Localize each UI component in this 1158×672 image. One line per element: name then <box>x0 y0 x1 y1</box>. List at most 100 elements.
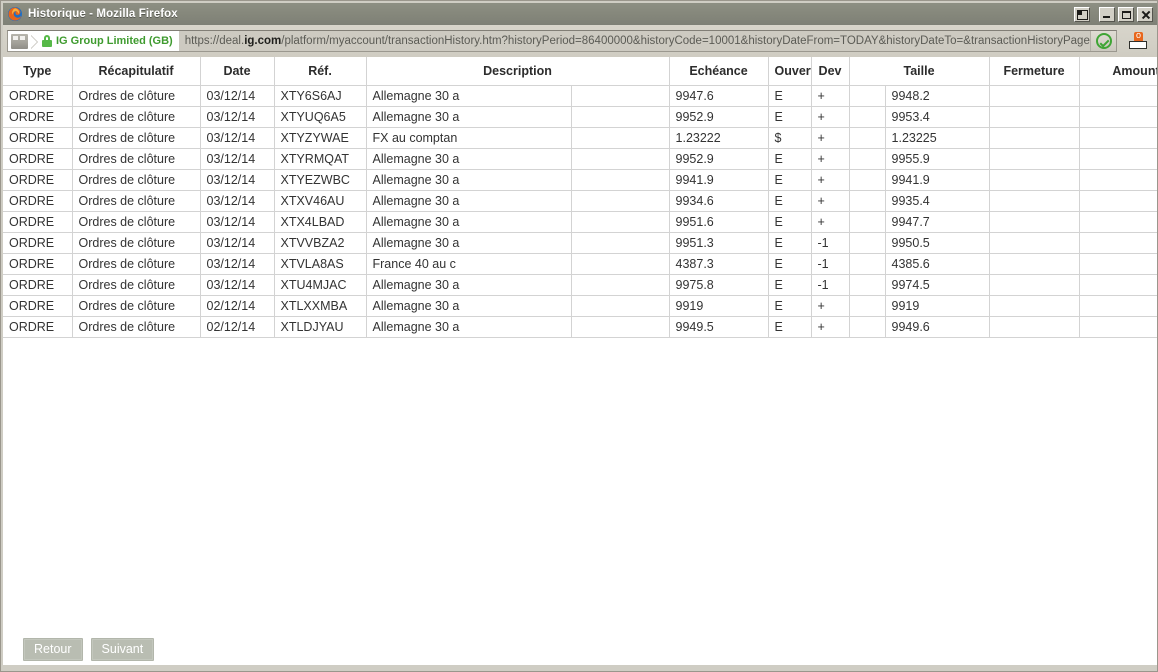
cell-fermeture: 9950.5 <box>884 231 990 254</box>
cell-fermeture: 4385.6 <box>884 252 990 275</box>
cell-gap <box>848 189 886 212</box>
column-header-description[interactable]: Description <box>365 57 670 86</box>
cell-ref: XTYRMQAT <box>273 147 367 170</box>
cell-recap: Ordres de clôture <box>71 168 201 191</box>
cell-amount <box>988 147 1080 170</box>
cell-desc: Allemagne 30 a <box>365 147 572 170</box>
cell-taille: + <box>810 126 850 149</box>
shade-window-button[interactable] <box>1074 6 1090 22</box>
column-header-type[interactable]: Type <box>3 57 73 86</box>
cell-desc: France 40 au c <box>365 252 572 275</box>
url-domain: ig.com <box>244 35 282 47</box>
cell-echeance <box>570 147 670 170</box>
cell-dev: E <box>767 231 812 254</box>
cell-recap: Ordres de clôture <box>71 126 201 149</box>
cell-type: ORDRE <box>3 273 73 296</box>
maximize-button[interactable] <box>1118 6 1134 22</box>
table-row[interactable]: ORDRE Ordres de clôture 03/12/14 XTX4LBAD Al… <box>3 210 1157 233</box>
navigation-toolbar: IG Group Limited (GB) https://deal. ig.co… <box>3 25 1157 57</box>
cell-type: ORDRE <box>3 315 73 338</box>
cell-amount <box>988 294 1080 317</box>
cell-date: 03/12/14 <box>199 252 275 275</box>
cell-echeance <box>570 84 670 107</box>
cell-desc: FX au comptan <box>365 126 572 149</box>
cell-date: 02/12/14 <box>199 294 275 317</box>
back-button[interactable]: Retour <box>23 637 83 661</box>
cell-taille: -1 <box>810 231 850 254</box>
cell-ouverture: 9952.9 <box>668 147 769 170</box>
window-controls <box>1074 6 1153 22</box>
cell-ouverture: 4387.3 <box>668 252 769 275</box>
table-header-row: Type Récapitulatif Date Réf. Description… <box>3 57 1157 86</box>
cell-desc: Allemagne 30 a <box>365 189 572 212</box>
cell-fermeture: 9955.9 <box>884 147 990 170</box>
cell-type: ORDRE <box>3 126 73 149</box>
minimize-button[interactable] <box>1099 6 1115 22</box>
next-button[interactable]: Suivant <box>90 637 155 661</box>
cell-amount <box>988 168 1080 191</box>
chevron-right-icon <box>30 32 39 51</box>
cell-gap <box>848 105 886 128</box>
cell-taille: + <box>810 168 850 191</box>
cell-dev: E <box>767 210 812 233</box>
site-identity-block[interactable]: IG Group Limited (GB) <box>8 31 179 51</box>
table-row[interactable]: ORDRE Ordres de clôture 03/12/14 XTU4MJAC Al… <box>3 273 1157 296</box>
table-row[interactable]: ORDRE Ordres de clôture 03/12/14 XTYEZWBC Al… <box>3 168 1157 191</box>
go-button[interactable] <box>1090 31 1116 51</box>
close-button[interactable] <box>1137 6 1153 22</box>
cell-recap: Ordres de clôture <box>71 294 201 317</box>
column-header-taille[interactable]: Taille <box>848 57 990 86</box>
cell-recap: Ordres de clôture <box>71 84 201 107</box>
cell-dev: E <box>767 252 812 275</box>
go-checkmark-icon <box>1095 33 1112 49</box>
cell-type: ORDRE <box>3 147 73 170</box>
cell-spacer <box>1078 231 1157 254</box>
site-owner-label: IG Group Limited (GB) <box>56 35 173 47</box>
cell-fermeture: 9935.4 <box>884 189 990 212</box>
cell-taille: + <box>810 210 850 233</box>
cell-ouverture: 9951.6 <box>668 210 769 233</box>
table-row[interactable]: ORDRE Ordres de clôture 03/12/14 XTYZYWAE FX… <box>3 126 1157 149</box>
table-row[interactable]: ORDRE Ordres de clôture 03/12/14 XTVVBZA2 Al… <box>3 231 1157 254</box>
table-row[interactable]: ORDRE Ordres de clôture 03/12/14 XTYRMQAT Al… <box>3 147 1157 170</box>
column-header-echeance[interactable]: Echéance <box>668 57 769 86</box>
cell-fermeture: 9941.9 <box>884 168 990 191</box>
cell-ref: XTLDJYAU <box>273 315 367 338</box>
cell-type: ORDRE <box>3 105 73 128</box>
cell-ref: XTY6S6AJ <box>273 84 367 107</box>
table-row[interactable]: ORDRE Ordres de clôture 03/12/14 XTXV46AU Al… <box>3 189 1157 212</box>
cell-date: 03/12/14 <box>199 210 275 233</box>
column-header-fermeture[interactable]: Fermeture <box>988 57 1080 86</box>
cell-taille: -1 <box>810 273 850 296</box>
downloads-button[interactable] <box>1123 28 1153 54</box>
table-row[interactable]: ORDRE Ordres de clôture 02/12/14 XTLDJYAU Al… <box>3 315 1157 338</box>
cell-gap <box>848 168 886 191</box>
column-header-ouverture[interactable]: Ouverture <box>767 57 812 86</box>
table-row[interactable]: ORDRE Ordres de clôture 02/12/14 XTLXXMBA Al… <box>3 294 1157 317</box>
cell-gap <box>848 294 886 317</box>
cell-ref: XTX4LBAD <box>273 210 367 233</box>
cell-recap: Ordres de clôture <box>71 189 201 212</box>
pagination-footer: Retour Suivant <box>3 629 1157 669</box>
table-row[interactable]: ORDRE Ordres de clôture 03/12/14 XTVLA8AS Fr… <box>3 252 1157 275</box>
url-bar[interactable]: IG Group Limited (GB) https://deal. ig.co… <box>7 30 1117 52</box>
column-header-recap[interactable]: Récapitulatif <box>71 57 201 86</box>
url-input[interactable]: https://deal. ig.com/platform/myaccount/t… <box>178 31 1090 51</box>
cell-dev: E <box>767 294 812 317</box>
table-row[interactable]: ORDRE Ordres de clôture 03/12/14 XTYUQ6A5 Al… <box>3 105 1157 128</box>
cell-echeance <box>570 294 670 317</box>
table-row[interactable]: ORDRE Ordres de clôture 03/12/14 XTY6S6AJ Al… <box>3 84 1157 107</box>
padlock-icon <box>42 35 52 47</box>
column-header-ref[interactable]: Réf. <box>273 57 367 86</box>
cell-spacer <box>1078 210 1157 233</box>
column-header-date[interactable]: Date <box>199 57 275 86</box>
cell-date: 03/12/14 <box>199 84 275 107</box>
cell-recap: Ordres de clôture <box>71 273 201 296</box>
column-header-dev[interactable]: Dev <box>810 57 850 86</box>
cell-date: 03/12/14 <box>199 147 275 170</box>
column-header-amount[interactable]: Amount <box>1078 57 1157 86</box>
cell-taille: + <box>810 147 850 170</box>
cell-echeance <box>570 105 670 128</box>
cell-gap <box>848 315 886 338</box>
cell-fermeture: 9953.4 <box>884 105 990 128</box>
